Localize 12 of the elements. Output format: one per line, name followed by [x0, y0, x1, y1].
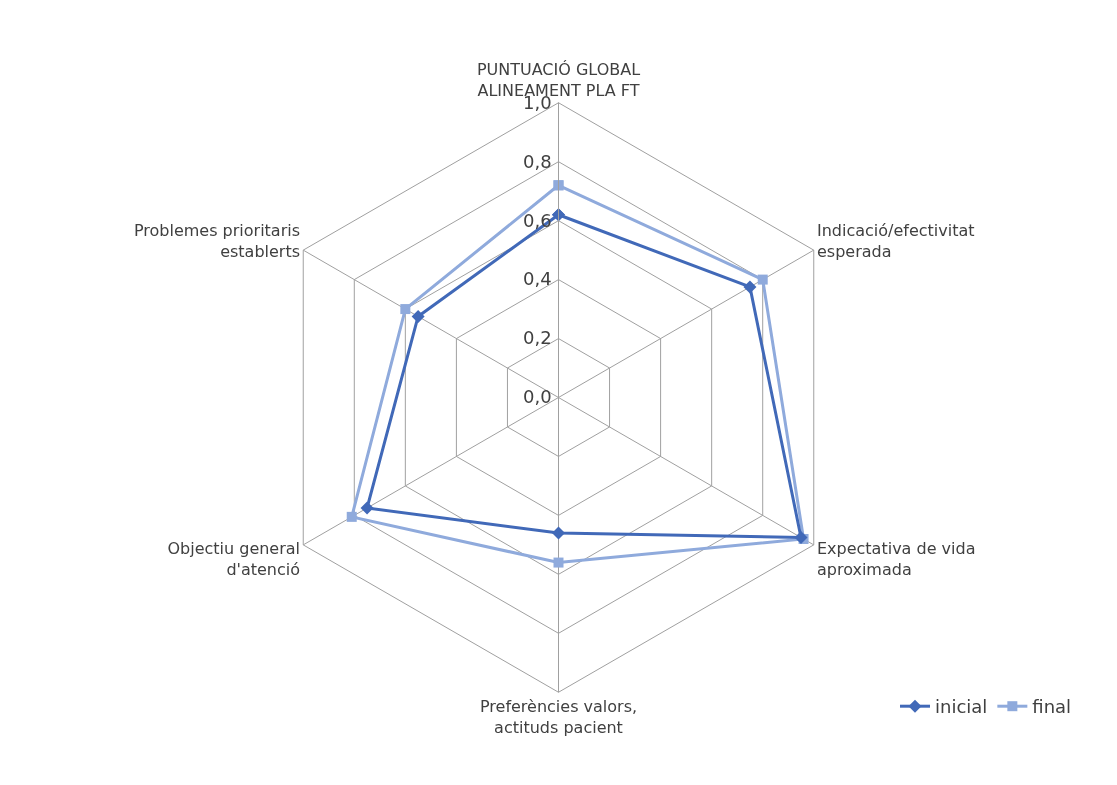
y-tick-label: 0,2	[523, 327, 552, 349]
spoke-label: Problemes prioritaris establerts	[133, 220, 301, 261]
spoke-label: Preferències valors, actituds pacient	[479, 696, 638, 737]
spoke-label: Expectativa de vida aproximada	[816, 539, 976, 580]
y-tick-label: 0,6	[523, 209, 552, 231]
y-tick-label: 0,8	[523, 150, 552, 172]
spoke-label: Indicació/efectivitat esperada	[816, 220, 975, 261]
y-tick-label: 0,4	[523, 268, 552, 290]
y-tick-label: 0,0	[523, 386, 552, 408]
legend-label: inicial	[935, 696, 988, 718]
spoke-label: Objectiu general d'atenció	[167, 539, 301, 580]
legend-label: final	[1032, 696, 1072, 718]
